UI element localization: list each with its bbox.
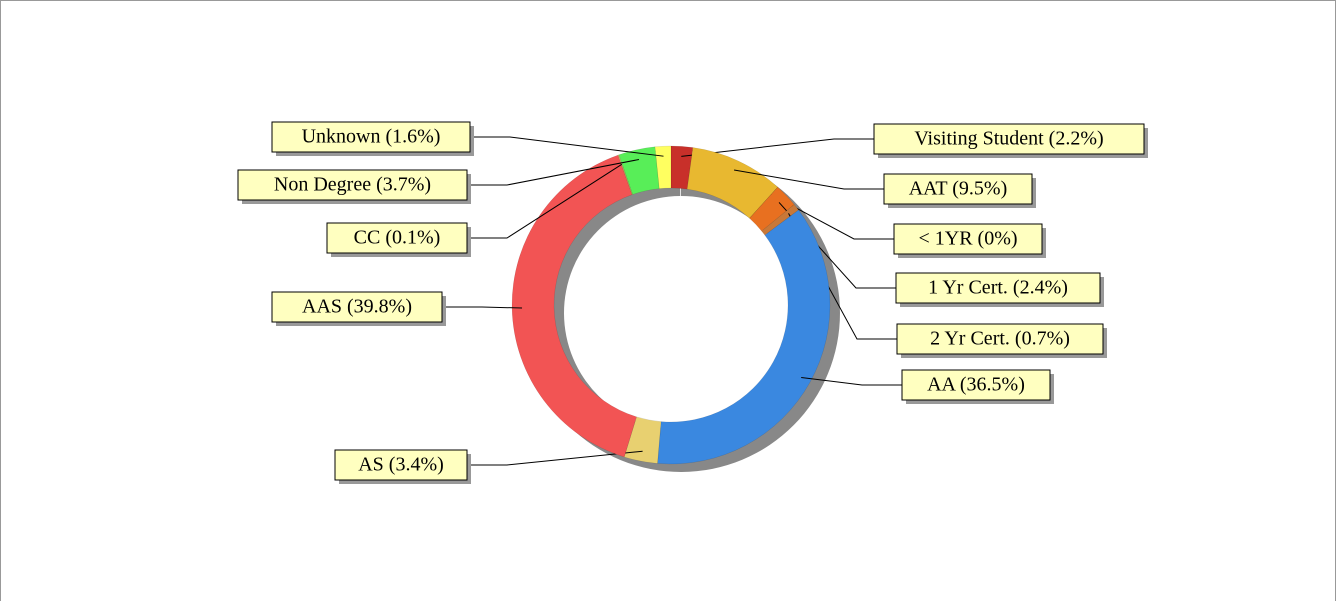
leader-line — [770, 194, 894, 240]
label-box — [883, 173, 1033, 205]
slice-label: AAT (9.5%) — [909, 178, 1008, 200]
slice-label: AA (36.5%) — [927, 374, 1025, 396]
label-box — [895, 272, 1101, 304]
label-box — [271, 121, 471, 153]
slice-label: Visiting Student (2.2%) — [914, 128, 1103, 150]
slice-label: CC (0.1%) — [354, 227, 441, 249]
slice-label: 2 Yr Cert. (0.7%) — [930, 328, 1070, 350]
slice-label: Unknown (1.6%) — [302, 126, 441, 148]
label-box — [271, 291, 443, 323]
slice-label: Non Degree (3.7%) — [274, 174, 431, 196]
slice — [749, 186, 795, 232]
label-box — [237, 169, 468, 201]
label-box — [893, 223, 1043, 255]
label-box — [326, 222, 468, 254]
slice — [511, 154, 637, 458]
leader-line — [470, 136, 664, 157]
slice — [618, 146, 660, 195]
leader-line — [801, 376, 902, 386]
leader-line — [733, 169, 884, 190]
leader-line — [467, 163, 623, 239]
leader-line — [442, 306, 523, 309]
slice-label: AAS (39.8%) — [302, 296, 412, 318]
label-box — [334, 449, 468, 481]
label-box — [896, 323, 1104, 355]
slice — [654, 145, 672, 189]
leader-line — [681, 138, 874, 157]
leader-line — [467, 450, 643, 466]
slice-label: AS (3.4%) — [358, 454, 444, 476]
label-box — [873, 123, 1145, 155]
label-box — [901, 369, 1051, 401]
slice — [657, 209, 831, 465]
slice-label: < 1YR (0%) — [918, 228, 1017, 250]
leader-line — [467, 159, 640, 186]
slice — [761, 204, 799, 236]
slice-label: 1 Yr Cert. (2.4%) — [928, 277, 1068, 299]
